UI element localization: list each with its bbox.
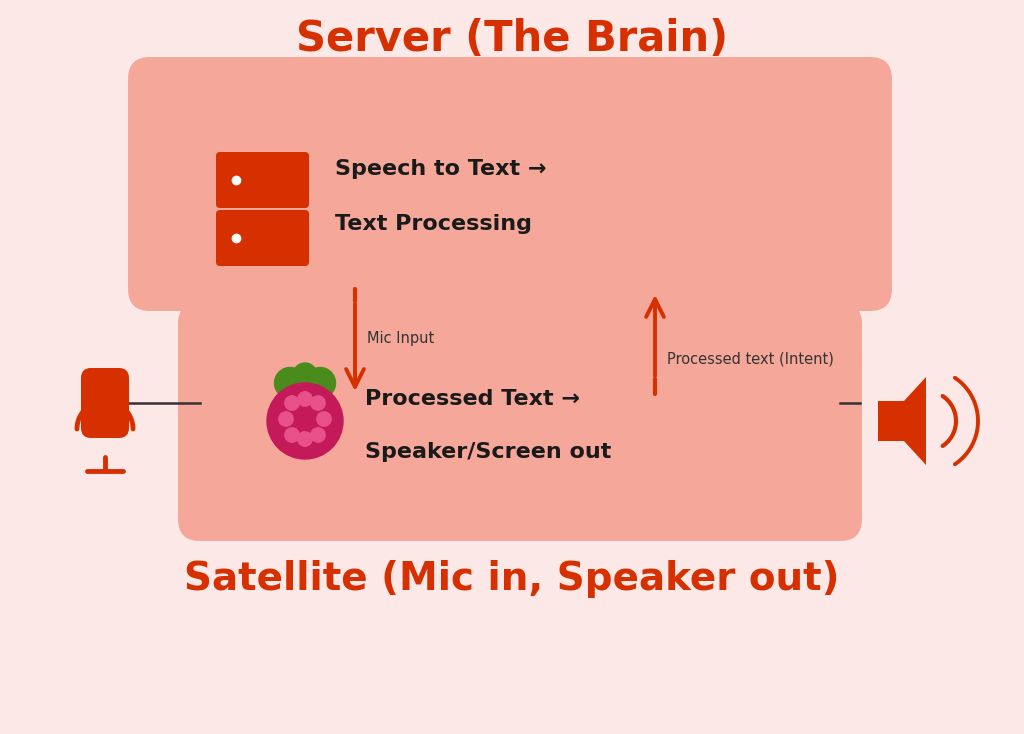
Circle shape: [311, 428, 326, 442]
Text: Text Processing: Text Processing: [335, 214, 532, 234]
Circle shape: [311, 396, 326, 410]
Text: Speaker/Screen out: Speaker/Screen out: [365, 442, 611, 462]
Circle shape: [279, 412, 293, 426]
Circle shape: [293, 363, 317, 387]
Text: Speech to Text →: Speech to Text →: [335, 159, 547, 179]
FancyBboxPatch shape: [216, 152, 309, 208]
Text: Server (The Brain): Server (The Brain): [296, 18, 728, 60]
Circle shape: [267, 383, 343, 459]
Text: Mic Input: Mic Input: [367, 332, 434, 346]
Text: Processed text (Intent): Processed text (Intent): [667, 352, 834, 366]
Circle shape: [316, 412, 331, 426]
Circle shape: [285, 396, 299, 410]
FancyBboxPatch shape: [81, 368, 129, 438]
Text: Processed Text →: Processed Text →: [365, 389, 580, 409]
Circle shape: [274, 368, 305, 399]
Circle shape: [285, 428, 299, 442]
FancyBboxPatch shape: [128, 57, 892, 311]
Circle shape: [298, 432, 312, 446]
Circle shape: [298, 392, 312, 406]
FancyBboxPatch shape: [216, 210, 309, 266]
Circle shape: [304, 368, 336, 399]
Polygon shape: [878, 377, 926, 465]
Text: Satellite (Mic in, Speaker out): Satellite (Mic in, Speaker out): [184, 560, 840, 598]
FancyBboxPatch shape: [178, 302, 862, 541]
